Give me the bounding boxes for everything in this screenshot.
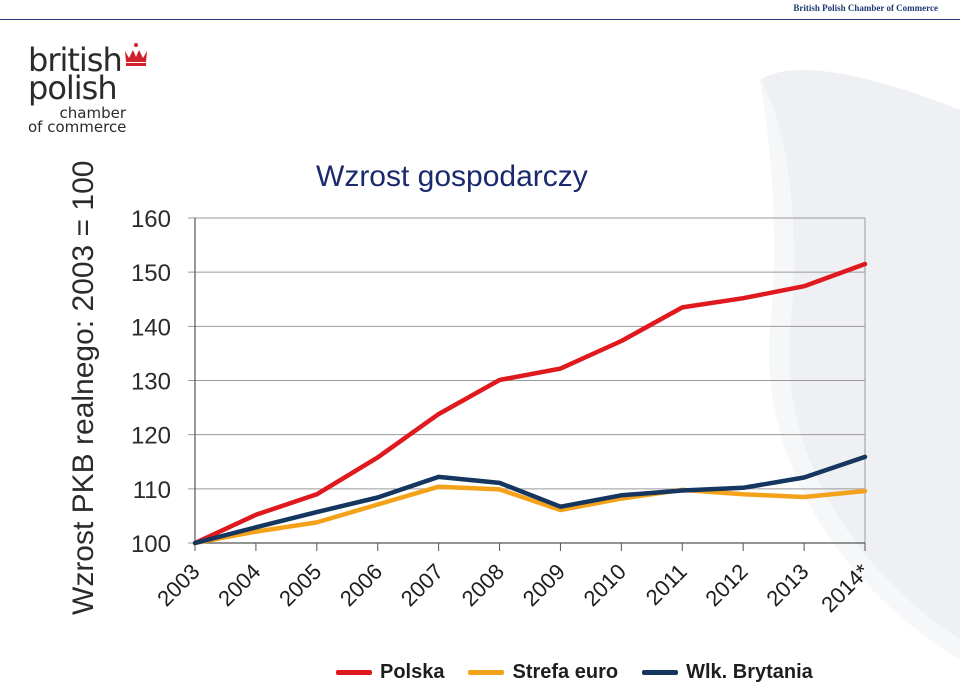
x-tick-label-2006: 2006 (335, 559, 387, 611)
logo-line-commerce: of commerce (28, 118, 127, 136)
crown-icon (125, 43, 147, 66)
legend-item-wlk-brytania: Wlk. Brytania (642, 661, 813, 684)
x-tick-label-2004: 2004 (213, 559, 265, 611)
logo-line-british: british (28, 41, 123, 79)
x-tick-label-2010: 2010 (579, 559, 631, 611)
legend-swatch-wlk-brytania (642, 669, 679, 675)
x-tick-label-2005: 2005 (274, 559, 326, 611)
logo-line-chamber: chamber (59, 104, 126, 122)
series-line-strefa-euro (192, 484, 868, 546)
y-tick-label-160: 160 (131, 206, 171, 233)
chart-legend: Polska Strefa euro Wlk. Brytania (336, 660, 837, 684)
chamber-logo: british polish chamber of commerce (28, 44, 168, 135)
series-line-wlk-brytania (192, 454, 868, 546)
y-tick-label-150: 150 (131, 260, 171, 287)
x-tick-label-2008: 2008 (457, 559, 509, 611)
y-tick-label-140: 140 (131, 314, 171, 341)
legend-label-polska: Polska (380, 660, 445, 683)
legend-swatch-polska (336, 669, 372, 675)
series-line-polska (192, 261, 868, 546)
x-tick-label-2014: 2014* (816, 559, 875, 618)
top-bar: British Polish Chamber of Commerce (0, 0, 960, 20)
x-tick-label-2003: 2003 (152, 559, 204, 611)
x-tick-label-2012: 2012 (700, 559, 752, 611)
legend-item-polska: Polska (336, 661, 444, 684)
y-tick-label-130: 130 (131, 369, 171, 396)
x-tick-label-2011: 2011 (641, 559, 692, 610)
x-tick-label-2007: 2007 (396, 559, 448, 611)
legend-label-strefa-euro: Strefa euro (512, 660, 619, 683)
chart-title: Wzrost gospodarczy (316, 160, 588, 193)
y-tick-label-110: 110 (133, 477, 171, 504)
y-tick-label-100: 100 (131, 531, 171, 558)
legend-label-wlk-brytania: Wlk. Brytania (686, 660, 813, 683)
legend-swatch-strefa-euro (468, 669, 505, 675)
legend-item-strefa-euro: Strefa euro (468, 661, 618, 684)
x-tick-label-2009: 2009 (518, 559, 570, 611)
header-brand: British Polish Chamber of Commerce (793, 3, 938, 13)
y-tick-label-120: 120 (131, 423, 171, 450)
logo-line-polish: polish (28, 69, 118, 107)
x-tick-label-2013: 2013 (761, 559, 813, 611)
